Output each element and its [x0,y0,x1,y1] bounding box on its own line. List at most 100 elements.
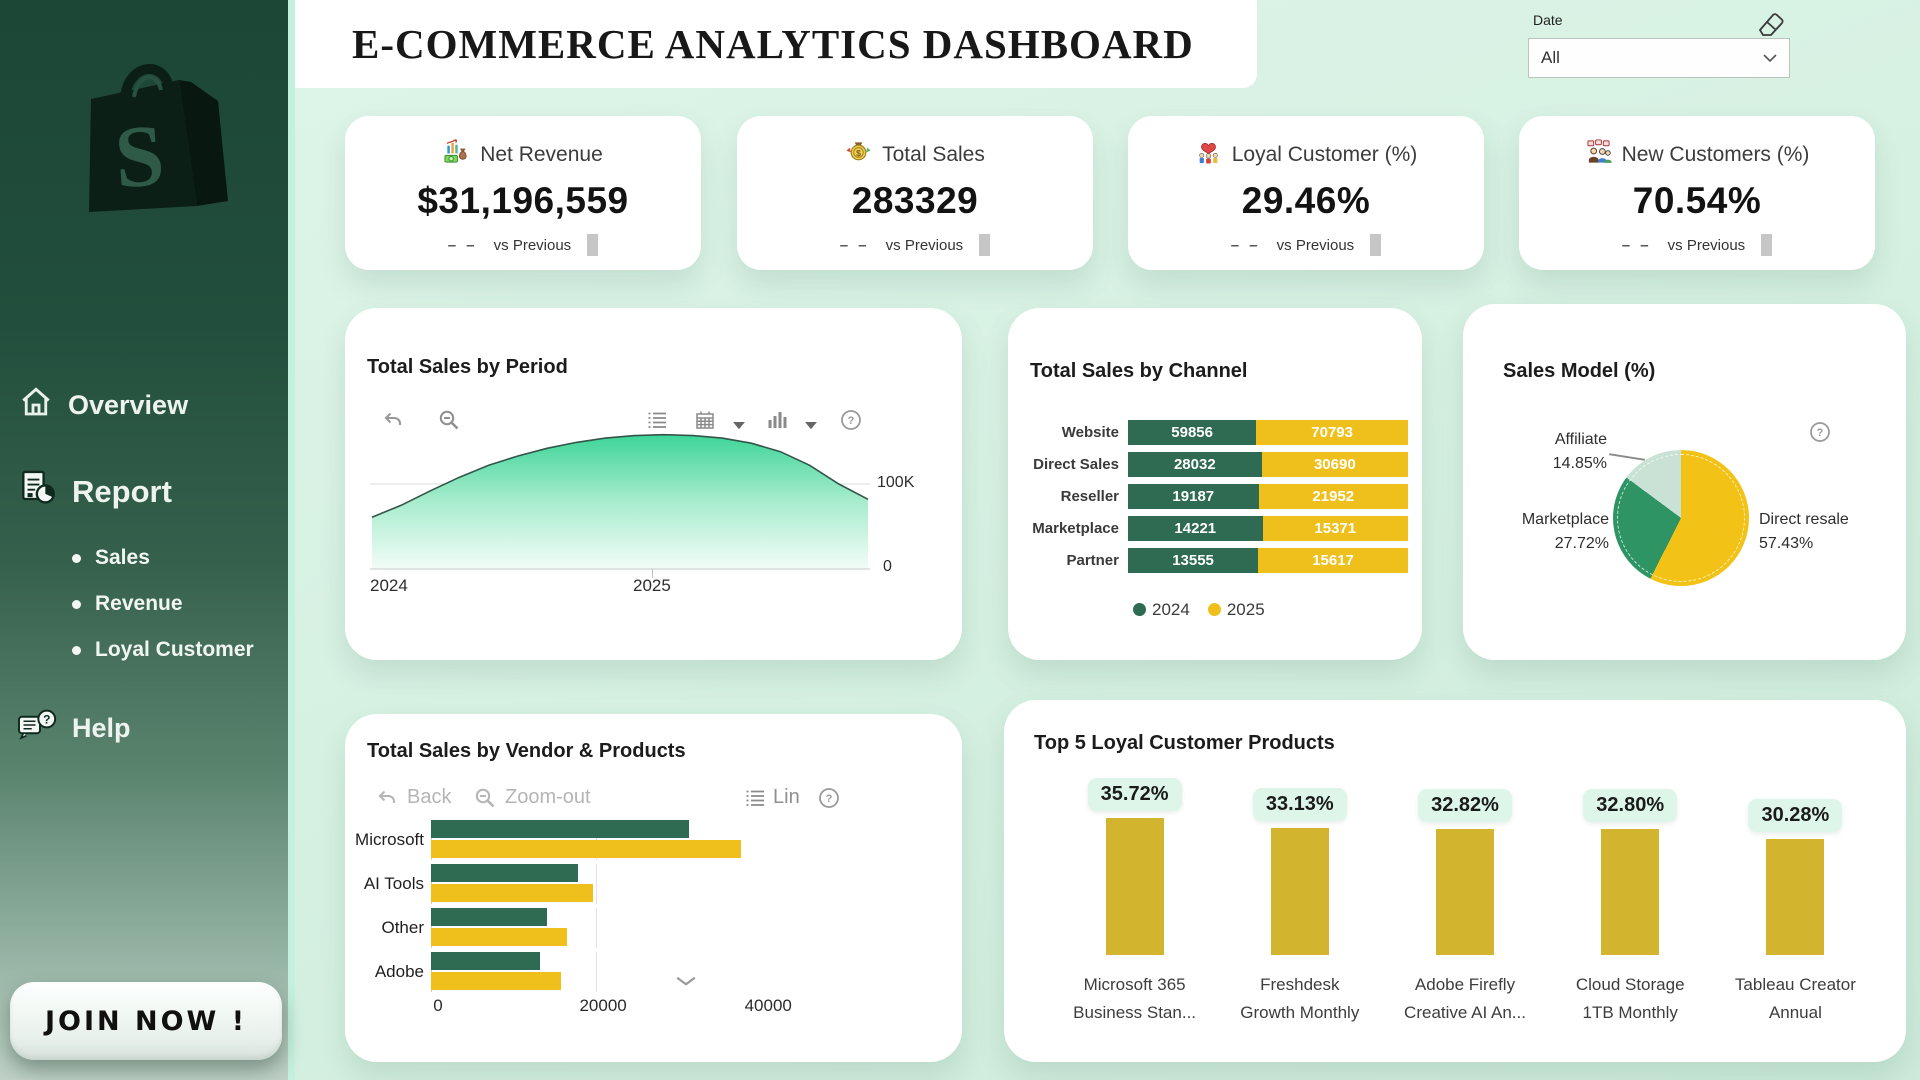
sidebar-item-sales[interactable]: Sales [72,546,150,570]
gridline-20000 [596,908,598,948]
y-axis-tick: 0 [883,558,892,575]
pie-chart[interactable] [1613,450,1749,586]
list-icon[interactable] [645,408,669,432]
vendor-category-label: AI Tools [363,874,424,893]
vendor-bar-chart: Microsoft AI Tools Other Adobe [353,820,812,996]
help-icon[interactable]: ? [839,408,863,432]
kpi-delta: – – [447,236,478,254]
top5-value-badge: 32.82% [1418,789,1512,822]
vendor-bar-2024[interactable] [431,864,578,882]
vendor-bar-2025[interactable] [431,928,568,946]
help-icon[interactable]: ? [1808,420,1832,444]
channel-bar-segment-2024[interactable]: 19187 [1128,484,1259,509]
back-button[interactable]: Back [407,786,452,808]
channel-bar-segment-2025[interactable]: 30690 [1261,452,1408,477]
channel-bar[interactable]: 28032 30690 [1128,452,1408,477]
channel-bar-segment-2024[interactable]: 59856 [1128,420,1257,445]
vendor-bar-2024[interactable] [431,820,690,838]
panel-total-sales-by-channel: Total Sales by Channel Website 59856 70793… [1008,308,1422,660]
svg-text:?: ? [848,415,855,427]
date-filter-value: All [1541,48,1560,67]
channel-bar-segment-2025[interactable]: 15371 [1262,516,1408,541]
zoom-out-icon[interactable] [473,786,497,810]
channel-bar-segment-2024[interactable]: 14221 [1128,516,1263,541]
svg-text:S: S [112,107,168,207]
top5-stack: 30.28% [1748,766,1843,955]
vendor-bar-2024[interactable] [431,908,547,926]
scroll-down-chevron-icon[interactable] [675,974,697,986]
kpi-vs-label: vs Previous [1667,236,1746,254]
kpi-trend-block [979,234,991,256]
channel-bar[interactable]: 19187 21952 [1128,484,1408,509]
y-axis-tick: 100K [877,474,915,491]
caret-down-icon[interactable] [733,416,745,429]
vendor-bar-2025[interactable] [431,884,593,902]
caret-down-icon[interactable] [805,416,817,429]
undo-icon[interactable] [381,408,405,432]
vendor-row: Other [353,908,812,948]
channel-row: Marketplace 14221 15371 [1018,516,1408,541]
legend: 2024 2025 [1133,600,1265,620]
channel-row: Reseller 19187 21952 [1018,484,1408,509]
header-band [295,0,1257,88]
sidebar-item-revenue[interactable]: Revenue [72,592,183,616]
vendor-bar-2025[interactable] [431,840,742,858]
channel-bar[interactable]: 14221 15371 [1128,516,1408,541]
kpi-value: 70.54% [1632,180,1762,221]
legend-item-2025[interactable]: 2025 [1207,600,1265,620]
list-icon[interactable] [743,786,767,810]
channel-bar[interactable]: 59856 70793 [1128,420,1408,445]
top5-value-badge: 35.72% [1087,778,1182,811]
x-axis-tick: 2025 [633,576,671,595]
top5-column-bar[interactable] [1105,818,1164,955]
panel-total-sales-by-period: Total Sales by Period ? 100K 0 2024 2025 [345,308,962,660]
lin-scale-toggle[interactable]: Lin [773,786,800,808]
sidebar-item-report[interactable]: Report [14,466,172,518]
kpi-value: 283329 [851,180,979,221]
vendor-bar-2024[interactable] [431,952,540,970]
help-icon[interactable]: ? [817,786,841,810]
top5-slot: 32.80% Cloud Storage 1TB Monthly [1548,766,1713,1027]
total-sales-icon: $ [845,138,872,171]
top5-column-bar[interactable] [1766,839,1825,955]
column-chart-icon[interactable] [765,408,789,432]
clear-filter-eraser-icon[interactable] [1752,6,1790,38]
vendor-row: Adobe [353,952,812,992]
channel-bar-segment-2024[interactable]: 28032 [1128,452,1262,477]
date-filter-dropdown[interactable]: All [1528,38,1790,78]
sidebar-item-label: Loyal Customer [95,638,254,661]
top5-column-bar[interactable] [1601,829,1660,955]
vendor-bar-2025[interactable] [431,972,562,990]
zoom-out-button[interactable]: Zoom-out [505,786,591,808]
channel-category-label: Partner [1066,552,1119,569]
sidebar-item-label: Sales [95,546,150,569]
gridline-20000 [596,864,598,904]
channel-bar-segment-2025[interactable]: 21952 [1258,484,1408,509]
panel-title: Total Sales by Period [367,356,568,378]
channel-bar-segment-2025[interactable]: 15617 [1258,548,1408,573]
channel-bar[interactable]: 13555 15617 [1128,548,1408,573]
sidebar-item-overview[interactable]: Overview [18,384,188,427]
kpi-trend-block [1370,234,1382,256]
x-axis-tick: 20000 [579,996,627,1015]
channel-bar-segment-2025[interactable]: 70793 [1256,420,1408,445]
area-chart[interactable] [370,420,870,585]
sidebar-item-label: Report [72,474,172,509]
bullet-icon [72,553,81,563]
zoom-out-icon[interactable] [437,408,461,432]
top5-column-bar[interactable] [1270,828,1329,955]
vendor-category-label: Other [381,918,424,937]
top5-column-bar[interactable] [1436,829,1494,955]
kpi-card-loyal-customer: Loyal Customer (%) 29.46% – – vs Previou… [1128,116,1484,270]
undo-icon[interactable] [375,786,399,810]
sidebar-item-help[interactable]: ? Help [16,706,131,751]
legend-item-2024[interactable]: 2024 [1133,600,1190,620]
join-now-button[interactable]: JOIN NOW ! [10,982,282,1060]
kpi-trend-block [587,234,599,256]
kpi-card-total-sales: $ Total Sales 283329 – – vs Previous [737,116,1093,270]
channel-category-label: Marketplace [1032,520,1119,537]
channel-bar-segment-2024[interactable]: 13555 [1128,548,1259,573]
sidebar-item-loyal-customer[interactable]: Loyal Customer [72,638,254,662]
panel-title: Total Sales by Vendor & Products [367,740,686,762]
calendar-icon[interactable] [693,408,717,432]
